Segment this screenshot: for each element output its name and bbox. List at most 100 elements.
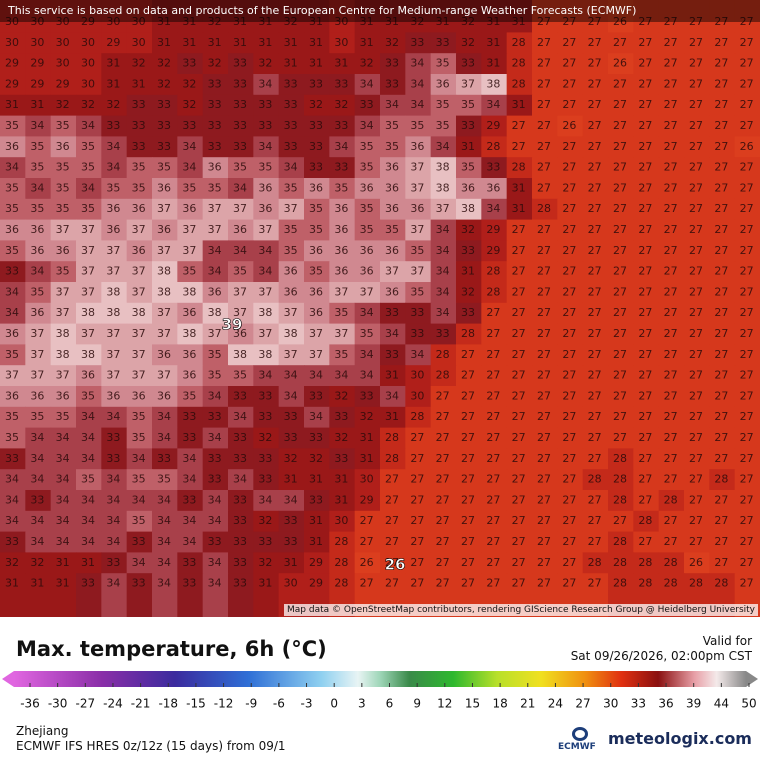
temperature-cell: [684, 0, 710, 33]
temperature-cell: [354, 178, 381, 200]
temperature-cell: [304, 469, 330, 491]
temperature-cell: [430, 302, 457, 325]
temperature-cell: [405, 365, 432, 387]
temperature-cell: [126, 510, 153, 533]
temperature-cell: [228, 136, 254, 158]
temperature-value: 27: [562, 306, 576, 319]
temperature-value: 34: [436, 244, 450, 257]
temperature-value: 32: [258, 431, 272, 444]
temperature-value: 31: [309, 473, 323, 486]
temperature-cell: [329, 282, 356, 304]
temperature-cell: [278, 406, 305, 429]
temperature-cell: [582, 406, 609, 429]
temperature-cell: [152, 136, 178, 158]
temperature-cell: [557, 261, 584, 283]
temperature-cell: [50, 302, 77, 325]
temperature-value: 27: [664, 77, 678, 90]
temperature-value: 28: [664, 556, 678, 569]
temperature-cell: [506, 198, 533, 221]
temperature-cell: [329, 0, 356, 33]
temperature-cell: [126, 573, 153, 617]
temperature-value: 36: [106, 389, 120, 402]
temperature-value: 29: [56, 77, 70, 90]
temperature-cell: [709, 427, 736, 449]
temperature-value: 27: [461, 473, 475, 486]
temperature-cell: [50, 198, 77, 221]
temperature-cell: [734, 365, 760, 387]
temperature-cell: [582, 74, 609, 96]
temperature-value: 27: [461, 389, 475, 402]
temperature-value: 35: [132, 514, 146, 527]
temperature-cell: [329, 32, 356, 54]
temperature-cell: [608, 219, 634, 241]
temperature-cell: [532, 448, 558, 470]
temperature-value: 37: [81, 327, 95, 340]
colorbar-tick-label: 50: [741, 697, 756, 711]
temperature-value: 37: [56, 223, 70, 236]
temperature-cell: [228, 219, 254, 241]
temperature-cell: [456, 115, 482, 137]
temperature-cell: [0, 157, 26, 179]
temperature-value: 27: [562, 389, 576, 402]
temperature-value: 33: [5, 452, 19, 465]
temperature-value: 33: [233, 535, 247, 548]
temperature-cell: [177, 406, 204, 429]
temperature-cell: [228, 240, 254, 262]
temperature-value: 37: [157, 306, 171, 319]
temperature-cell: [481, 219, 508, 241]
colorbar-arrow: [746, 671, 758, 687]
temperature-cell: [456, 510, 482, 533]
temperature-value: 34: [360, 348, 374, 361]
temperature-value: 27: [689, 389, 703, 402]
temperature-cell: [633, 261, 660, 283]
temperature-cell: [734, 219, 760, 241]
temperature-cell: [658, 0, 685, 33]
temperature-cell: [202, 386, 229, 408]
temperature-value: 33: [258, 473, 272, 486]
temperature-cell: [126, 302, 153, 325]
temperature-value: 34: [284, 493, 298, 506]
temperature-value: 31: [233, 15, 247, 28]
temperature-value: 27: [664, 98, 678, 111]
temperature-cell: [532, 344, 558, 366]
temperature-value: 31: [309, 36, 323, 49]
temperature-value: 31: [157, 15, 171, 28]
attribution[interactable]: Map data © OpenStreetMap contributors, r…: [284, 604, 758, 616]
temperature-cell: [202, 323, 229, 345]
temperature-value: 27: [613, 431, 627, 444]
colorbar-tick-label: -24: [103, 697, 123, 711]
temperature-cell: [329, 531, 356, 553]
temperature-value: 35: [334, 181, 348, 194]
temperature-cell: [329, 240, 356, 262]
temperature-value: 27: [461, 410, 475, 423]
temperature-cell: [456, 552, 482, 574]
temperature-cell: [25, 365, 52, 387]
temperature-value: 28: [385, 452, 399, 465]
temperature-value: 27: [638, 285, 652, 298]
temperature-value: 27: [740, 265, 754, 278]
temperature-cell: [709, 198, 736, 221]
temperature-value: 27: [512, 410, 526, 423]
temperature-cell: [25, 115, 52, 137]
temperature-cell: [582, 323, 609, 345]
temperature-value: 27: [689, 306, 703, 319]
meteologix-logo[interactable]: meteologix.com: [608, 729, 752, 748]
temperature-cell: [304, 386, 330, 408]
temperature-cell: [658, 386, 685, 408]
temperature-value: 27: [638, 161, 652, 174]
temperature-cell: [734, 302, 760, 325]
temperature-value: 27: [740, 431, 754, 444]
temperature-cell: [253, 302, 280, 325]
temperature-value: 34: [385, 98, 399, 111]
ecmwf-logo[interactable]: ECMWF: [558, 742, 596, 752]
temperature-value: 27: [537, 265, 551, 278]
temperature-value: 27: [689, 36, 703, 49]
temperature-value: 27: [714, 556, 728, 569]
temperature-cell: [582, 198, 609, 221]
temperature-value: 36: [5, 140, 19, 153]
temperature-cell: [50, 323, 77, 345]
temperature-value: 31: [486, 15, 500, 28]
temperature-value: 27: [613, 119, 627, 132]
temperature-value: 27: [562, 244, 576, 257]
temperature-value: 33: [5, 535, 19, 548]
